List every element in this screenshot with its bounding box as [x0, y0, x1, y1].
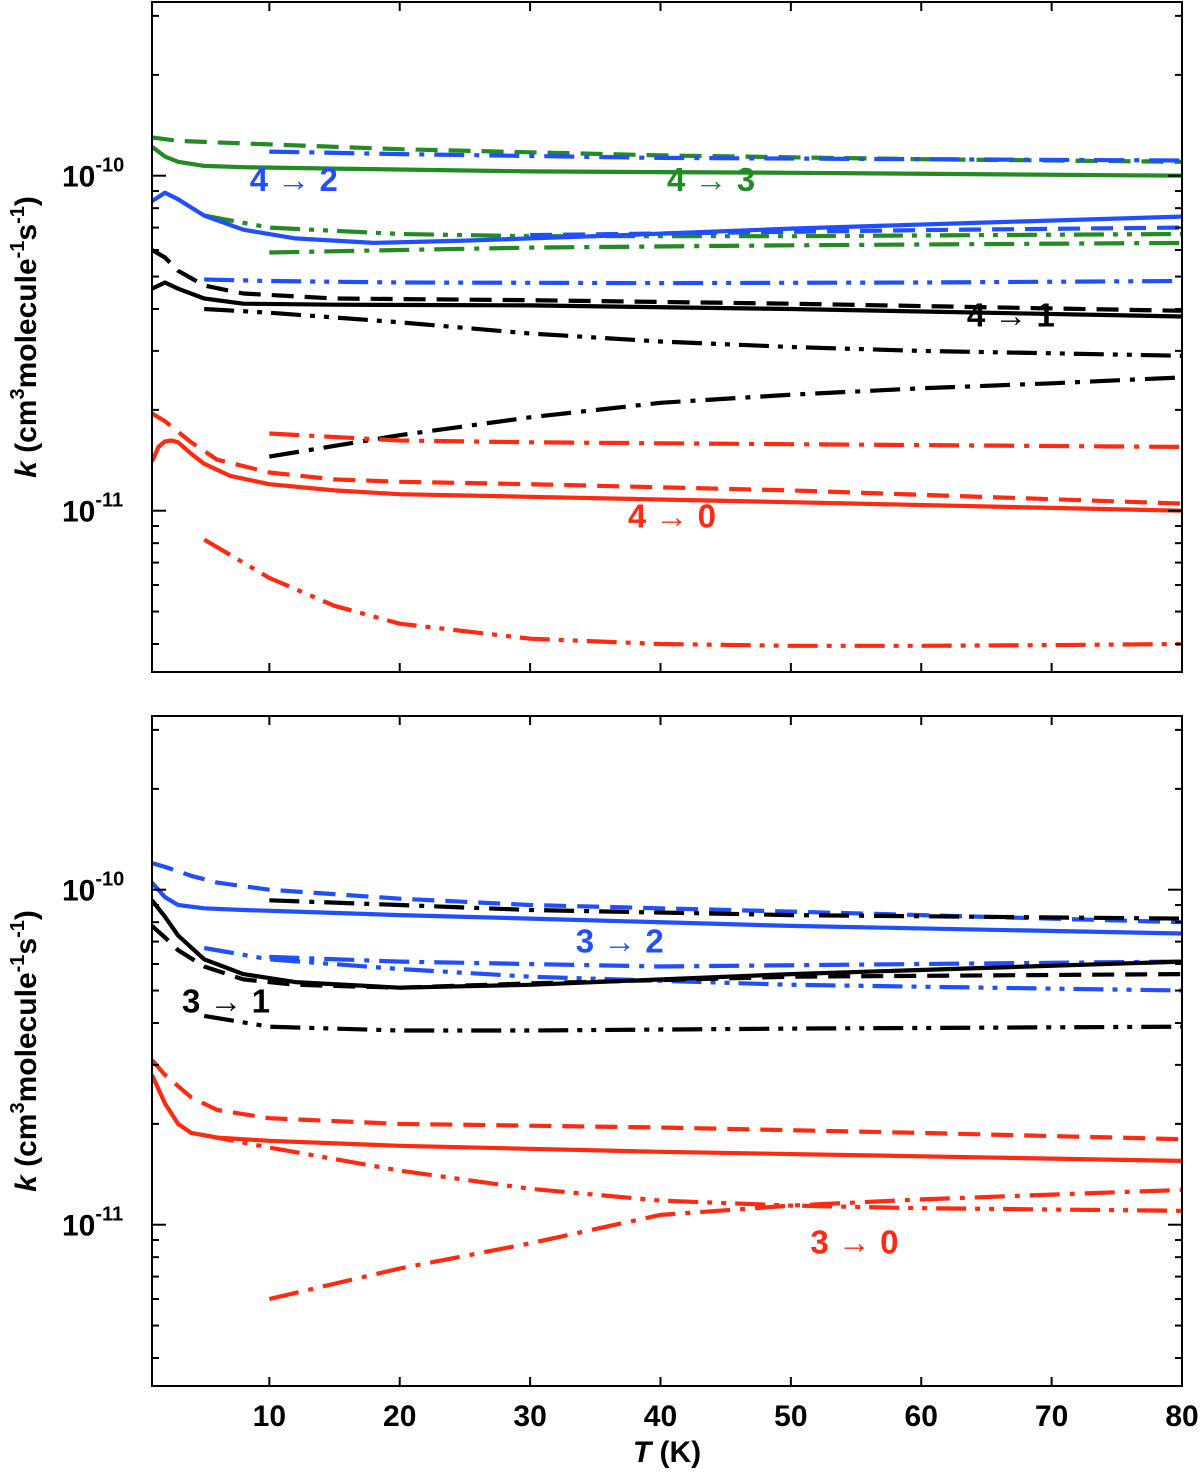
series-3-to-2-dash-dot [269, 954, 1182, 969]
y-tick-label: 10-11 [62, 490, 123, 529]
series-4-to-0-dashed [152, 411, 1182, 506]
series-4-to-2-dash-dot [269, 149, 1182, 163]
annotation-3-to-1: 3 → 1 [182, 982, 270, 1019]
x-tick-label: 70 [1035, 1400, 1068, 1433]
series-4-to-1-dashed [152, 248, 1182, 313]
y-tick-label: 10-10 [62, 869, 124, 908]
series-3-to-0-dash-dot-dot [203, 1133, 1182, 1213]
bottom-plot-frame [151, 715, 1183, 1387]
x-tick-label: 10 [253, 1400, 286, 1433]
x-tick-label: 30 [513, 1400, 546, 1433]
series-3-to-1-dashed [152, 924, 1182, 990]
series-4-to-1-dash-dot-dot [204, 306, 1182, 358]
x-tick-label: 60 [905, 1400, 938, 1433]
series-4-to-3-dash-dot [269, 240, 1182, 255]
annotation-4-to-1: 4 → 1 [967, 296, 1055, 333]
annotation-4-to-0: 4 → 0 [628, 498, 716, 535]
series-4-to-0-dash-dot [269, 431, 1182, 449]
series-3-to-2-dashed [152, 861, 1182, 925]
x-tick-label: 40 [644, 1400, 677, 1433]
series-4-to-1-solid [152, 280, 1182, 319]
x-axis-label: T (K) [633, 1436, 701, 1469]
series-3-to-0-dashed [152, 1058, 1182, 1142]
x-tick-label: 20 [383, 1400, 416, 1433]
x-tick-label: 80 [1165, 1400, 1198, 1433]
bottom-panel: 10 20 30 40 50 60 70 80 10-10 10-11 k (cm3molecule… [7, 715, 1199, 1469]
annotation-3-to-2: 3 → 2 [576, 922, 664, 959]
series-4-to-2-dash-dot-dot [204, 277, 1182, 286]
series-4-to-0-dash-dot-dot [203, 537, 1182, 648]
series-4-to-3-dashed [152, 135, 1182, 164]
series-4-to-3-dash-dot-dot [203, 213, 1182, 239]
bottom-series-group [152, 861, 1182, 1302]
series-4-to-2-solid [152, 190, 1182, 245]
series-3-to-1-dash-dot [269, 898, 1182, 921]
annotation-3-to-0: 3 → 0 [810, 1224, 898, 1261]
series-3-to-0-solid [152, 1074, 1182, 1163]
y-tick-label: 10-10 [62, 155, 124, 194]
series-3-to-2-solid [152, 881, 1182, 936]
x-tick-label: 50 [774, 1400, 807, 1433]
series-4-to-3-solid [152, 145, 1182, 178]
annotation-4-to-3: 4 → 3 [667, 161, 755, 198]
y-axis-label: k (cm3molecule-1s-1) [7, 910, 43, 1192]
series-4-to-2-dashed [530, 225, 1182, 238]
top-panel: 10-10 10-11 k (cm3molecule-1s-1) 4 → 2 4 → 3… [7, 1, 1183, 673]
annotation-4-to-2: 4 → 2 [250, 161, 338, 198]
series-3-to-1-dash-dot-dot [203, 1013, 1182, 1033]
series-3-to-1-solid [152, 899, 1182, 990]
y-axis-label: k (cm3molecule-1s-1) [7, 196, 43, 478]
top-plot-frame [151, 1, 1183, 673]
series-4-to-1-dash-dot [268, 375, 1182, 459]
series-3-to-2-dash-dot-dot [203, 945, 1182, 993]
series-3-to-0-dash-dot [268, 1187, 1182, 1302]
y-tick-label: 10-11 [62, 1204, 123, 1243]
top-series-group [152, 135, 1182, 648]
series-4-to-0-solid [152, 438, 1182, 513]
